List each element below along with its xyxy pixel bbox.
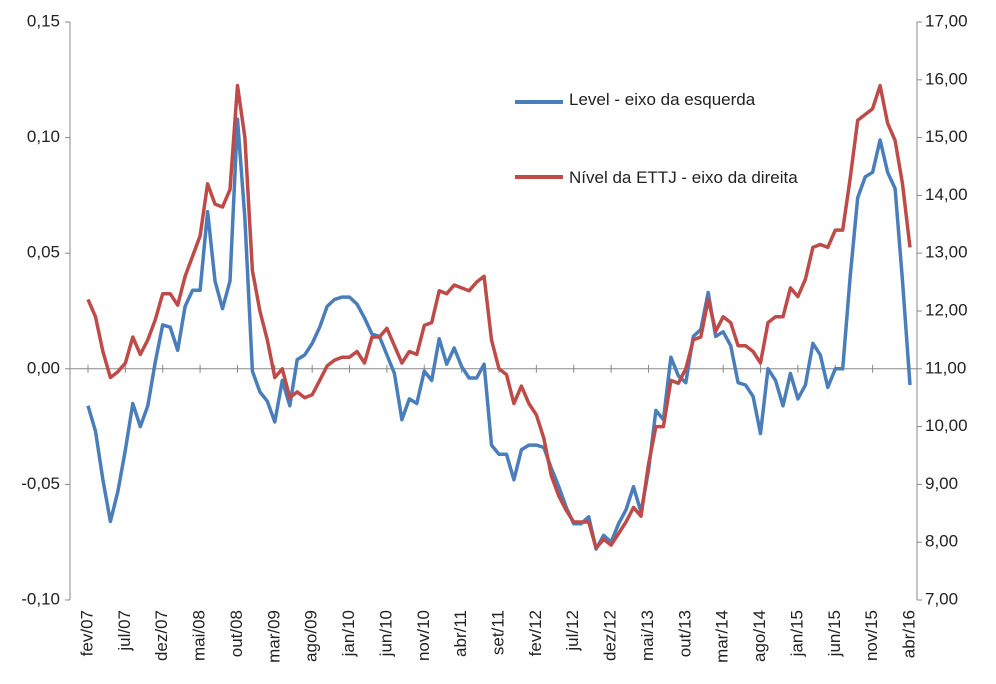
x-tick-label: jul/12	[563, 610, 582, 652]
y2-tick-label: 15,00	[925, 127, 968, 146]
legend-item: Nível da ETTJ - eixo da direita	[515, 165, 800, 191]
x-tick-label: mai/13	[638, 610, 657, 661]
y2-tick-label: 17,00	[925, 11, 968, 30]
x-tick-label: jan/15	[787, 610, 806, 657]
x-tick-label: mai/08	[190, 610, 209, 661]
x-tick-label: ago/09	[302, 610, 321, 662]
x-tick-label: jun/10	[376, 610, 395, 657]
legend-swatch	[515, 175, 563, 179]
series-line	[86, 117, 912, 551]
legend-label: Nível da ETTJ - eixo da direita	[569, 168, 798, 187]
x-tick-label: out/08	[227, 610, 246, 657]
x-tick-label: fev/07	[77, 610, 96, 656]
y2-tick-label: 16,00	[925, 69, 968, 88]
x-tick-label: ago/14	[750, 610, 769, 662]
legend-label: Level - eixo da esquerda	[569, 90, 756, 109]
x-tick-label: out/13	[675, 610, 694, 657]
y2-tick-label: 13,00	[925, 243, 968, 262]
legend-swatch	[515, 100, 563, 104]
y-tick-label: -0,10	[21, 589, 60, 608]
x-tick-label: jun/15	[825, 610, 844, 657]
x-tick-label: abr/11	[451, 610, 470, 657]
legend-item: Level - eixo da esquerda	[515, 90, 805, 110]
x-tick-label: dez/07	[152, 610, 171, 661]
x-tick-label: fev/12	[526, 610, 545, 656]
y-tick-label: 0,10	[27, 127, 60, 146]
x-tick-label: jan/10	[339, 610, 358, 657]
y-tick-label: 0,15	[27, 11, 60, 30]
x-tick-label: nov/10	[414, 610, 433, 661]
y-tick-label: 0,05	[27, 243, 60, 262]
x-tick-label: abr/16	[899, 610, 918, 658]
y2-tick-label: 9,00	[925, 474, 958, 493]
y2-tick-label: 14,00	[925, 185, 968, 204]
series-line	[86, 83, 912, 550]
y2-tick-label: 7,00	[925, 589, 958, 608]
y2-tick-label: 11,00	[925, 358, 966, 377]
y2-tick-label: 10,00	[925, 416, 968, 435]
y-tick-label: 0,00	[27, 358, 60, 377]
x-tick-label: mar/14	[713, 610, 732, 663]
x-tick-label: jul/07	[115, 610, 134, 652]
x-tick-label: nov/15	[862, 610, 881, 661]
y2-tick-label: 12,00	[925, 300, 968, 319]
y-tick-label: -0,05	[21, 474, 60, 493]
x-tick-label: mar/09	[264, 610, 283, 663]
y2-tick-label: 8,00	[925, 532, 958, 551]
x-tick-label: set/11	[488, 610, 507, 655]
x-tick-label: dez/12	[601, 610, 620, 661]
